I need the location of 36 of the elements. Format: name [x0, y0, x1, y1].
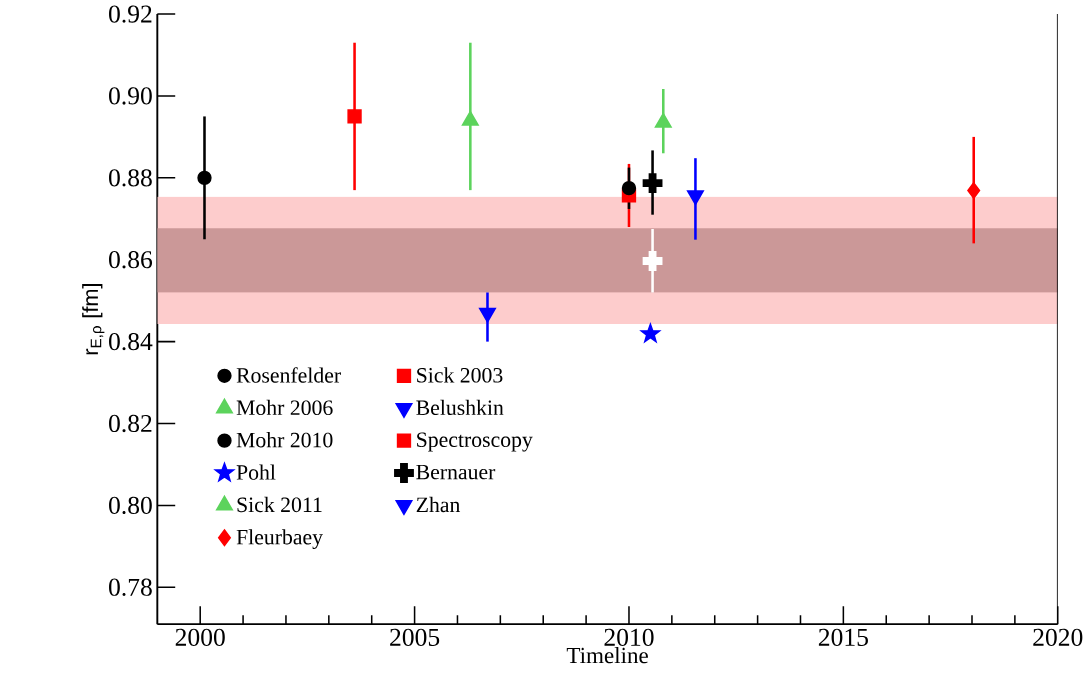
x-tick-label: 2015 — [818, 628, 868, 647]
x-tick-label: 2020 — [1033, 628, 1083, 647]
point — [621, 181, 637, 196]
y-tick-label: 0.82 — [109, 415, 152, 433]
legend-label: Rosenfelder — [236, 367, 341, 383]
y-tick-label: 0.80 — [109, 496, 152, 515]
legend-label: Zhan — [416, 497, 461, 513]
legend-label: Mohr 2006 — [236, 400, 333, 416]
point — [642, 251, 663, 272]
y-tick-label: 0.86 — [109, 251, 153, 269]
point — [654, 113, 672, 129]
legend-label: Mohr 2010 — [236, 432, 333, 448]
point — [478, 307, 496, 323]
x-tick-label: 2000 — [175, 628, 225, 647]
point — [640, 323, 661, 343]
y-tick-label: 0.90 — [109, 87, 152, 105]
y-tick-label: 0.92 — [109, 5, 152, 23]
x-tick-label: 2010 — [604, 628, 654, 647]
y-axis-title: r$_{E,ρ}$ [fm] — [82, 284, 105, 355]
x-tick-label: 2005 — [390, 628, 440, 647]
y-tick-label: 0.78 — [109, 578, 152, 597]
point — [642, 173, 663, 194]
legend-label: Bernauer — [416, 465, 496, 480]
y-tick-label: 0.88 — [109, 169, 152, 187]
legend-label: Spectroscopy — [417, 432, 533, 452]
legend-label: Sick 2011 — [237, 497, 322, 513]
legend-label: Pohl — [236, 464, 276, 481]
point — [967, 182, 981, 200]
y-tick-label: 0.84 — [109, 333, 153, 351]
legend-label: Sick 2003 — [417, 367, 503, 383]
point — [461, 111, 479, 127]
point — [347, 109, 362, 124]
point — [197, 170, 212, 186]
legend-label: Belushkin — [416, 400, 504, 416]
legend-label: Fleurbaey — [236, 529, 323, 550]
x-axis-title: Timeline — [566, 647, 648, 664]
